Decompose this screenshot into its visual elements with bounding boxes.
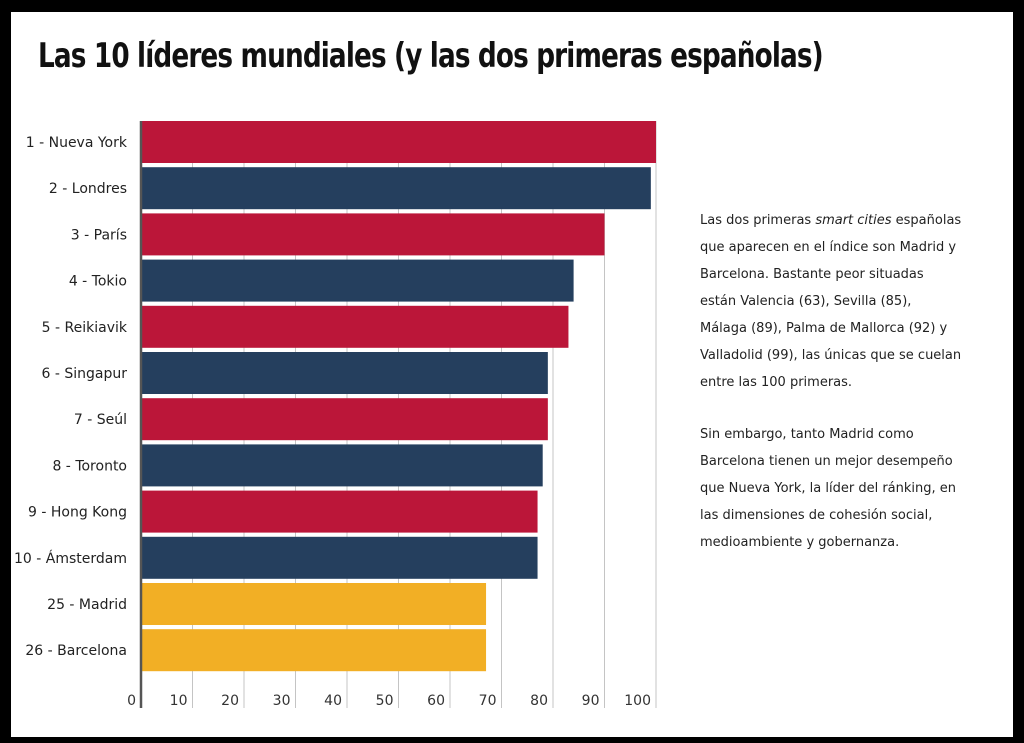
category-label: 8 - Toronto — [52, 458, 127, 474]
x-tick-label: 70 — [479, 693, 497, 709]
category-label: 9 - Hong Kong — [28, 505, 127, 521]
side-note: Las dos primeras smart cities españolas … — [700, 207, 962, 581]
x-tick-label: 50 — [376, 693, 394, 709]
category-label: 7 - Seúl — [74, 412, 127, 428]
category-label: 26 - Barcelona — [25, 643, 127, 659]
side-p1-start: Las dos primeras — [700, 213, 816, 228]
side-p1-end: españolas que aparecen en el índice son … — [700, 213, 962, 390]
x-tick-label: 20 — [221, 693, 239, 709]
x-tick-labels: 0 10 20 30 40 50 60 70 80 90 100 — [127, 693, 651, 709]
category-label: 2 - Londres — [49, 181, 127, 197]
bars — [141, 121, 656, 672]
category-label: 4 - Tokio — [69, 274, 127, 290]
x-tick-label: 0 — [127, 693, 136, 709]
category-label: 6 - Singapur — [42, 366, 128, 382]
category-label: 3 - París — [71, 227, 127, 243]
bar — [141, 583, 487, 625]
side-paragraph-2: Sin embargo, tanto Madrid como Barcelona… — [700, 427, 957, 550]
category-label: 10 - Ámsterdam — [14, 550, 127, 567]
bar — [141, 536, 538, 579]
x-tick-label: 30 — [273, 693, 291, 709]
category-label: 1 - Nueva York — [26, 135, 128, 151]
bar — [141, 490, 538, 533]
category-labels: 1 - Nueva York 2 - Londres 3 - París 4 - To… — [14, 135, 128, 659]
bar — [141, 167, 651, 210]
x-tick-label: 100 — [624, 693, 651, 709]
bar — [141, 213, 605, 256]
bar — [141, 398, 548, 441]
x-tick-label: 40 — [324, 693, 342, 709]
x-tick-label: 60 — [427, 693, 445, 709]
bar — [141, 629, 487, 672]
category-label: 5 - Reikiavik — [42, 320, 128, 336]
x-tick-label: 80 — [530, 693, 548, 709]
x-tick-label: 90 — [582, 693, 600, 709]
x-tick-label: 10 — [170, 693, 188, 709]
chart-title: Las 10 líderes mundiales (y las dos prim… — [38, 36, 824, 76]
bar — [141, 121, 656, 163]
bar — [141, 259, 574, 302]
side-p1-emphasis: smart cities — [815, 213, 892, 228]
category-label: 25 - Madrid — [47, 597, 127, 613]
bar — [141, 444, 543, 487]
bar — [141, 352, 548, 394]
bar — [141, 305, 569, 348]
side-paragraph-1: Las dos primeras smart cities españolas … — [700, 207, 962, 396]
